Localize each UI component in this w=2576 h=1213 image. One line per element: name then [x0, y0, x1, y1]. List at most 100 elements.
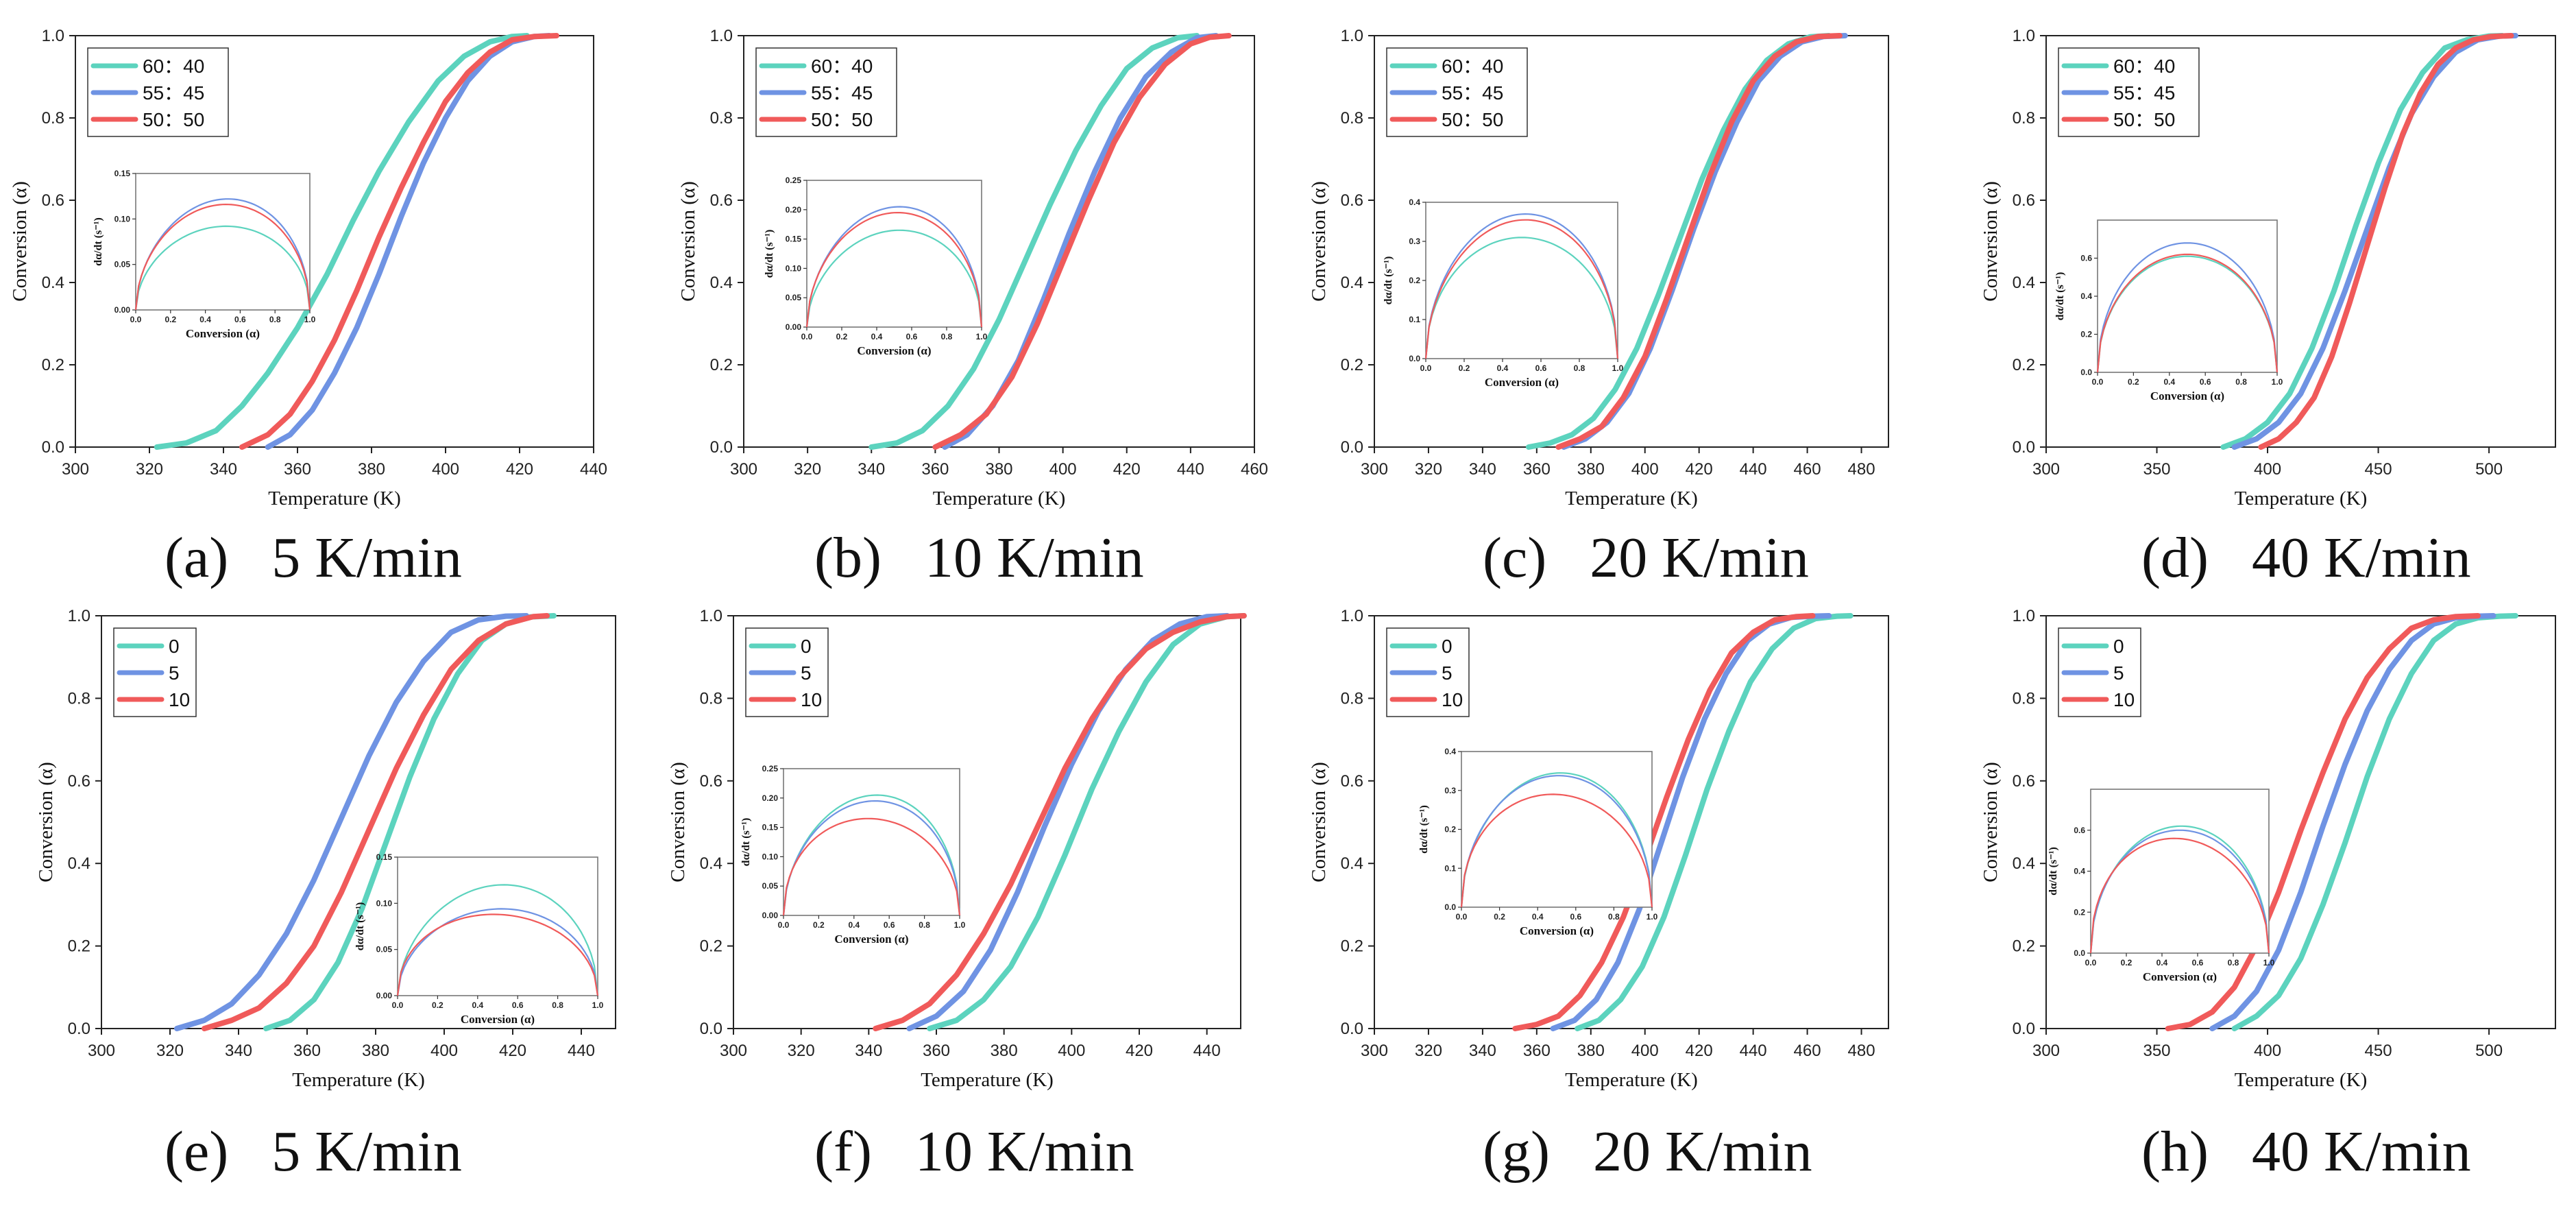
inset-y-tick-label: 0.0	[1444, 902, 1456, 912]
inset-x-tick-label: 0.4	[1497, 363, 1509, 373]
inset-x-tick-label: 0.8	[1574, 363, 1585, 373]
x-tick-label: 340	[225, 1042, 252, 1060]
inset-x-tick-label: 0.8	[2228, 958, 2239, 968]
inset-x-tick-label: 1.0	[2263, 958, 2275, 968]
inset-frame	[2097, 219, 2278, 373]
x-tick-label: 400	[1631, 1042, 1659, 1060]
inset-x-tick-label: 0.0	[1456, 912, 1468, 922]
series-line-3	[1555, 33, 1843, 450]
legend-label-1: 0	[801, 636, 812, 657]
x-tick-label: 340	[858, 460, 885, 479]
inset-y-tick-label: 0.25	[786, 176, 802, 185]
y-tick-label: 0.4	[1341, 854, 1363, 873]
inset-x-tick-label: 0.0	[778, 920, 790, 930]
panel-e: 300 320 340 360 380 400 420 440 0.0 0.2 0.4 0.6 0.8 1…	[35, 607, 616, 1091]
inset-x-tick-label: 0.0	[2085, 958, 2097, 968]
legend-label-3: 50：50	[143, 109, 204, 130]
inset-y-axis-label: dα/dt (s⁻¹)	[93, 217, 104, 266]
inset-series-line-3	[1424, 219, 1619, 359]
x-tick-label: 400	[1058, 1042, 1085, 1060]
inset-series-line-1	[782, 794, 961, 916]
y-axis-label: Conversion (α)	[35, 762, 57, 882]
y-tick-label: 1.0	[1341, 27, 1363, 45]
x-tick-label: 360	[284, 460, 311, 479]
inset-frame	[135, 173, 311, 311]
inset-series-line-2	[782, 800, 961, 916]
series-line-2	[906, 613, 1230, 1031]
inset-y-tick-label: 0.4	[1444, 747, 1456, 756]
x-tick-label: 400	[430, 1042, 458, 1060]
x-tick-label: 400	[1631, 460, 1659, 479]
series-line-3	[202, 613, 550, 1031]
x-tick-label: 500	[2475, 1042, 2503, 1060]
x-tick-label: 460	[1794, 460, 1821, 479]
legend-label-1: 0	[1442, 636, 1453, 657]
x-axis-label: Temperature (K)	[1565, 1069, 1698, 1091]
x-tick-label: 350	[2143, 460, 2170, 479]
inset-plot: 0.0 0.2 0.4 0.6 0.8 1.0 0.00 0.05 0.10 0.15 Conver…	[93, 169, 316, 340]
x-tick-label: 300	[2032, 1042, 2060, 1060]
inset-series-line-3	[2089, 837, 2270, 954]
x-axis-label: Temperature (K)	[1565, 488, 1698, 509]
inset-x-tick-label: 0.0	[130, 315, 142, 324]
y-axis-label: Conversion (α)	[1980, 181, 2002, 301]
inset-x-tick-label: 0.8	[269, 315, 281, 324]
x-tick-label: 300	[62, 460, 89, 479]
y-tick-label: 0.4	[2013, 274, 2035, 292]
inset-x-tick-label: 0.6	[906, 332, 918, 341]
inset-x-tick-label: 0.4	[2156, 958, 2168, 968]
x-tick-label: 340	[855, 1042, 882, 1060]
inset-series-line-2	[1460, 775, 1653, 908]
caption-h: (h) 40 K/min	[2141, 1120, 2471, 1184]
inset-y-tick-label: 0.0	[2074, 948, 2085, 958]
x-tick-label: 480	[1848, 1042, 1875, 1060]
inset-y-axis-label: dα/dt (s⁻¹)	[1383, 256, 1394, 305]
x-tick-label: 500	[2475, 460, 2503, 479]
inset-y-tick-label: 0.10	[762, 852, 779, 861]
caption-c: (c) 20 K/min	[1483, 526, 1809, 590]
inset-y-tick-label: 0.05	[762, 881, 779, 891]
inset-frame	[2090, 789, 2270, 954]
series-line-3	[239, 33, 559, 450]
legend-label-1: 60：40	[2113, 56, 2175, 77]
x-tick-label: 360	[923, 1042, 950, 1060]
x-tick-label: 480	[1848, 460, 1875, 479]
inset-x-tick-label: 1.0	[1612, 363, 1624, 373]
inset-x-tick-label: 0.8	[2235, 377, 2247, 387]
inset-series-line-2	[1424, 213, 1619, 359]
x-tick-label: 300	[1361, 1042, 1388, 1060]
inset-y-tick-label: 0.20	[786, 205, 802, 215]
y-tick-label: 0.2	[42, 356, 64, 374]
y-tick-label: 0.4	[68, 854, 90, 873]
series-line-3	[873, 613, 1247, 1031]
x-tick-label: 420	[499, 1042, 526, 1060]
inset-plot: 0.0 0.2 0.4 0.6 0.8 1.0 0.0 0.2 0.4 0.6 Conversion…	[2054, 219, 2283, 403]
inset-x-tick-label: 0.6	[2200, 377, 2211, 387]
inset-x-axis-label: Conversion (α)	[1520, 924, 1594, 937]
inset-series-line-3	[396, 913, 599, 996]
inset-frame	[783, 768, 960, 916]
y-tick-label: 0.4	[2013, 854, 2035, 873]
x-tick-label: 320	[1415, 460, 1442, 479]
inset-x-tick-label: 1.0	[954, 920, 966, 930]
legend-label-2: 5	[169, 662, 180, 684]
inset-y-tick-label: 0.4	[1409, 197, 1420, 207]
inset-series-line-3	[2096, 253, 2279, 373]
x-tick-label: 360	[1523, 460, 1551, 479]
inset-x-tick-label: 0.2	[2128, 377, 2139, 387]
y-tick-label: 0.2	[710, 356, 733, 374]
x-tick-label: 360	[921, 460, 949, 479]
panel-f: 300 320 340 360 380 400 420 440 0.0 0.2 0.4 0.6 0.8 1…	[667, 607, 1247, 1091]
inset-x-tick-label: 1.0	[2272, 377, 2283, 387]
inset-x-axis-label: Conversion (α)	[186, 327, 260, 340]
inset-y-tick-label: 0.3	[1409, 237, 1420, 246]
x-tick-label: 380	[1577, 1042, 1605, 1060]
inset-y-axis-label: dα/dt (s⁻¹)	[2054, 272, 2066, 321]
series-line-1	[868, 33, 1200, 450]
x-tick-label: 440	[1740, 460, 1767, 479]
y-tick-label: 0.2	[2013, 356, 2035, 374]
y-axis-label: Conversion (α)	[9, 181, 31, 301]
series-line-1	[2220, 33, 2505, 450]
x-axis-label: Temperature (K)	[921, 1069, 1054, 1091]
inset-x-tick-label: 0.4	[1532, 912, 1544, 922]
